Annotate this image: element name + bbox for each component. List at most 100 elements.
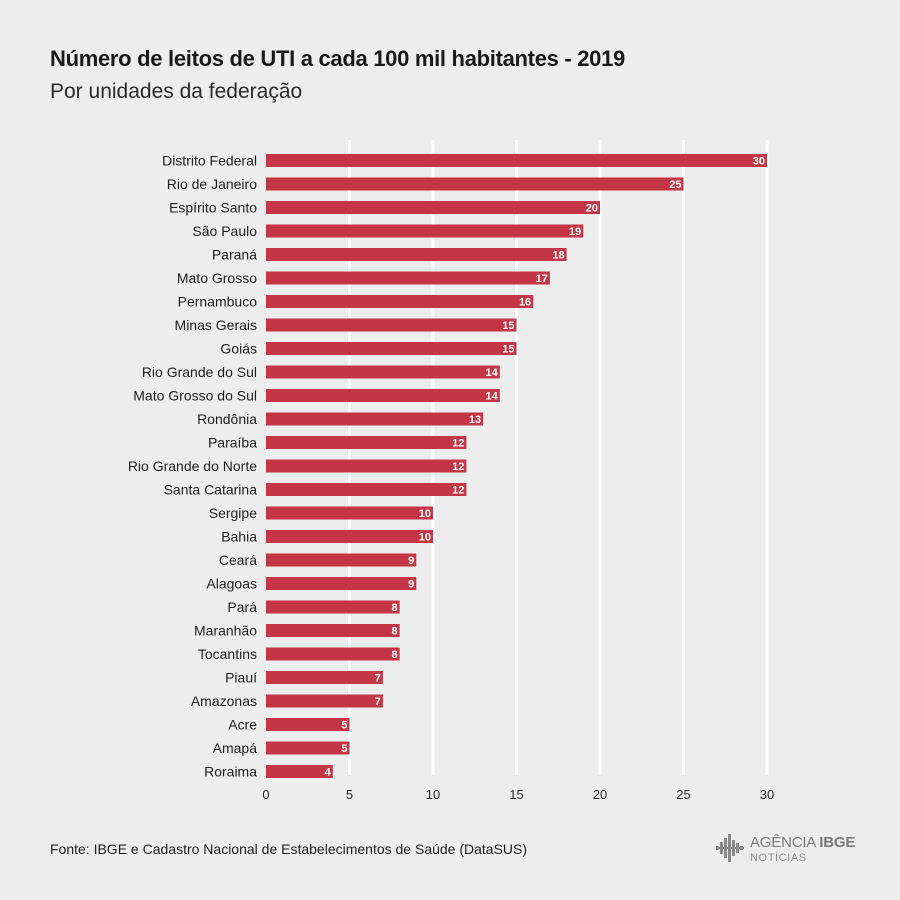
category-label: Santa Catarina: [164, 482, 258, 498]
bar-value-label: 7: [375, 696, 381, 708]
bar: [266, 671, 383, 684]
ibge-logo-icon: [716, 834, 744, 862]
category-label: Rondônia: [197, 411, 257, 427]
bar: [266, 459, 467, 473]
category-label: Paraíba: [208, 435, 257, 451]
bar: [266, 553, 417, 567]
chart-subtitle: Por unidades da federação: [50, 80, 303, 103]
category-label: São Paulo: [192, 223, 257, 239]
x-tick-label: 0: [262, 787, 269, 802]
category-label: Bahia: [221, 529, 257, 545]
bar-value-label: 8: [391, 649, 397, 661]
category-label: Minas Gerais: [175, 317, 257, 333]
category-label: Goiás: [220, 341, 257, 357]
bar: [266, 295, 534, 308]
bar-value-label: 19: [569, 226, 581, 238]
bar-value-label: 25: [669, 179, 681, 191]
category-label: Alagoas: [206, 576, 257, 592]
category-label: Acre: [228, 717, 257, 733]
category-label: Mato Grosso do Sul: [133, 388, 257, 404]
bar: [266, 224, 584, 238]
bar-value-label: 13: [469, 414, 481, 426]
bar: [266, 412, 484, 426]
bar: [266, 365, 500, 379]
bar-value-label: 15: [502, 344, 514, 356]
bar-value-label: 14: [486, 367, 499, 379]
category-label: Mato Grosso: [177, 270, 257, 286]
bar-value-label: 20: [586, 203, 598, 215]
bar: [266, 600, 400, 614]
bar: [266, 318, 517, 332]
bar: [266, 177, 684, 191]
category-label: Piauí: [225, 670, 257, 686]
bar: [266, 436, 467, 449]
category-label: Roraima: [204, 764, 257, 780]
x-tick-label: 5: [346, 787, 353, 802]
category-label: Tocantins: [198, 646, 257, 662]
bar-value-label: 12: [452, 461, 464, 473]
category-labels: Distrito Federal Rio de Janeiro Espírito S…: [128, 153, 257, 780]
chart-title: Número de leitos de UTI a cada 100 mil h…: [50, 46, 625, 71]
category-label: Distrito Federal: [162, 153, 257, 169]
bar-value-label: 5: [341, 720, 347, 732]
bar: [266, 271, 550, 285]
logo-text: AGÊNCIA IBGE: [750, 834, 856, 851]
bar-value-label: 10: [419, 532, 431, 544]
bar-value-label: 30: [753, 156, 765, 168]
gridlines: [348, 140, 769, 775]
bar-value-label: 8: [391, 626, 397, 638]
bar-value-label: 9: [408, 579, 414, 591]
bar: [266, 647, 400, 661]
bar: [266, 506, 433, 520]
source-note: Fonte: IBGE e Cadastro Nacional de Estab…: [50, 841, 528, 857]
category-label: Amazonas: [191, 693, 257, 709]
category-label: Rio de Janeiro: [167, 176, 257, 192]
bar-value-label: 10: [419, 508, 431, 520]
bar: [266, 741, 350, 755]
bar: [266, 201, 600, 214]
bar-value-label: 17: [536, 273, 548, 285]
bar: [266, 389, 500, 402]
bar: [266, 765, 333, 778]
x-tick-label: 25: [676, 787, 690, 802]
bar: [266, 530, 433, 543]
x-tick-label: 30: [760, 787, 774, 802]
bar-value-label: 14: [486, 391, 499, 403]
category-label: Sergipe: [209, 505, 257, 521]
bar-value-label: 12: [452, 438, 464, 450]
bar-value-label: 18: [552, 250, 564, 262]
x-axis-ticks: 0 5 10 15 20 25 30: [262, 787, 774, 802]
bar-value-label: 15: [502, 320, 514, 332]
bar: [266, 577, 417, 590]
category-label: Pará: [227, 599, 257, 615]
category-label: Espírito Santo: [169, 200, 257, 216]
x-tick-label: 20: [593, 787, 607, 802]
bar: [266, 718, 350, 731]
bars: 3025201918171615151414131212121010998887…: [266, 154, 767, 779]
logo-subtext: NOTÍCIAS: [750, 852, 807, 864]
bar-value-label: 7: [375, 673, 381, 685]
bar: [266, 342, 517, 355]
bar-value-label: 5: [341, 743, 347, 755]
x-tick-label: 10: [426, 787, 440, 802]
category-label: Rio Grande do Norte: [128, 458, 257, 474]
bar-value-label: 9: [408, 555, 414, 567]
bar: [266, 483, 467, 496]
category-label: Rio Grande do Sul: [142, 364, 257, 380]
category-label: Paraná: [212, 247, 257, 263]
bar-value-label: 8: [391, 602, 397, 614]
bar: [266, 624, 400, 637]
bar: [266, 694, 383, 708]
bar-value-label: 4: [325, 767, 332, 779]
category-label: Amapá: [213, 740, 258, 756]
category-label: Maranhão: [194, 623, 257, 639]
bar: [266, 248, 567, 261]
bar: [266, 154, 767, 167]
agencia-ibge-logo: AGÊNCIA IBGE NOTÍCIAS: [716, 832, 856, 868]
category-label: Pernambuco: [178, 294, 258, 310]
bar-value-label: 16: [519, 297, 531, 309]
category-label: Ceará: [219, 552, 257, 568]
bar-value-label: 12: [452, 485, 464, 497]
x-tick-label: 15: [509, 787, 523, 802]
